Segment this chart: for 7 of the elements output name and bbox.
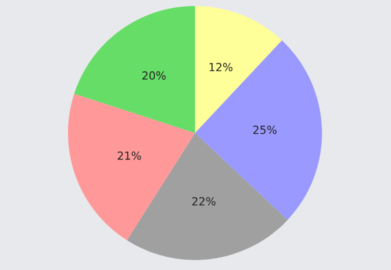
data-label: 12% (210, 62, 232, 72)
data-label: 22% (192, 197, 216, 206)
data-label: 21% (118, 151, 142, 160)
data-label: 25% (253, 126, 277, 134)
pie-slice (195, 6, 282, 133)
pie-slice (74, 6, 195, 133)
data-label: 20% (142, 71, 166, 80)
